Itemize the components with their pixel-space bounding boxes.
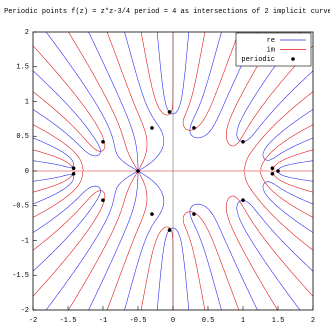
contour-re (32, 31, 314, 311)
legend-box (235, 32, 312, 67)
periodic-point (101, 140, 105, 144)
x-tick-label: 1 (241, 317, 245, 325)
y-tick-label: 1 (25, 98, 29, 106)
periodic-point (71, 166, 76, 171)
chart-title: Periodic points f(z) = z*z-3/4 period = … (4, 8, 330, 16)
periodic-point (270, 166, 275, 171)
x-tick-label: 2 (311, 317, 315, 325)
y-tick-label: 0.5 (16, 133, 29, 141)
x-tick-label: -2 (29, 317, 37, 325)
x-tick-label: -0.5 (130, 317, 147, 325)
periodic-point (270, 171, 275, 176)
contour-im (32, 31, 314, 311)
periodic-point (150, 126, 154, 130)
y-tick-label: -1 (21, 237, 29, 245)
periodic-point (71, 171, 76, 176)
periodic-point (167, 110, 172, 114)
legend-label: re (267, 37, 275, 45)
periodic-point (150, 212, 154, 216)
periodic-point (241, 198, 245, 202)
y-tick-label: -2 (21, 307, 29, 315)
x-tick-label: 0.5 (202, 317, 215, 325)
periodic-point (192, 212, 196, 216)
x-tick-label: -1 (99, 317, 107, 325)
legend-label: periodic (241, 56, 275, 64)
periodic-point (167, 228, 172, 232)
y-tick-label: -0.5 (12, 203, 29, 211)
periodic-point (276, 169, 280, 173)
y-tick-label: 1.5 (16, 64, 29, 72)
y-tick-label: -1.5 (12, 272, 29, 280)
x-tick-label: 1.5 (272, 317, 285, 325)
legend-label: im (267, 46, 275, 54)
x-tick-label: -1.5 (60, 317, 77, 325)
periodic-point (136, 169, 140, 173)
periodic-point (192, 126, 196, 130)
y-tick-label: 0 (25, 168, 29, 176)
periodic-point (101, 198, 105, 202)
y-tick-label: 2 (25, 29, 29, 37)
periodic-point (241, 140, 245, 144)
x-tick-label: 0 (171, 317, 175, 325)
legend-marker (291, 57, 295, 61)
